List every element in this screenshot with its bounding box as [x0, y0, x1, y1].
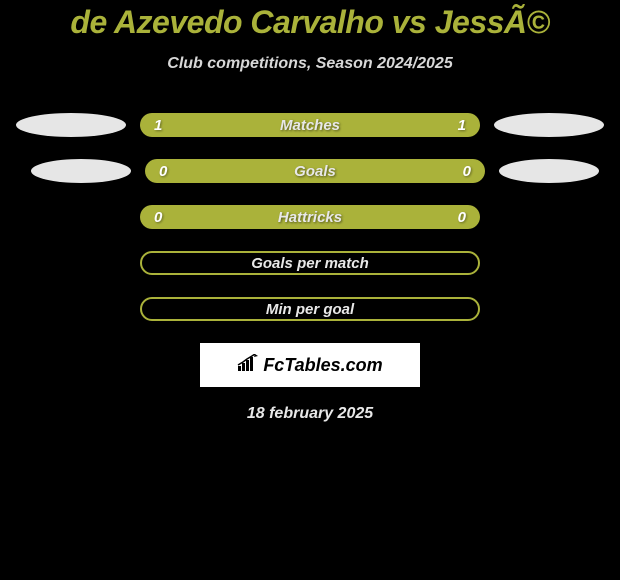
stat-row-goals-per-match: Goals per match — [0, 251, 620, 275]
stat-label: Min per goal — [266, 301, 354, 318]
stat-row-goals: 0 Goals 0 — [0, 159, 620, 183]
badge-spacer — [16, 205, 126, 229]
subtitle: Club competitions, Season 2024/2025 — [0, 55, 620, 73]
stat-right-value: 1 — [458, 117, 466, 134]
brand-text: FcTables.com — [263, 355, 382, 376]
stat-left-value: 0 — [154, 209, 162, 226]
stat-label: Goals per match — [251, 255, 369, 272]
badge-spacer — [494, 297, 604, 321]
right-badge — [499, 159, 599, 183]
stat-label: Hattricks — [278, 209, 342, 226]
stat-bar-hollow: Goals per match — [140, 251, 480, 275]
stat-label: Goals — [294, 163, 336, 180]
stat-left-value: 1 — [154, 117, 162, 134]
stat-bar-hollow: Min per goal — [140, 297, 480, 321]
stat-label: Matches — [280, 117, 340, 134]
badge-spacer — [494, 205, 604, 229]
badge-spacer — [16, 251, 126, 275]
stat-row-min-per-goal: Min per goal — [0, 297, 620, 321]
brand-box[interactable]: FcTables.com — [200, 343, 420, 387]
stat-bar: 0 Hattricks 0 — [140, 205, 480, 229]
left-badge — [31, 159, 131, 183]
page-title: de Azevedo Carvalho vs JessÃ© — [0, 4, 620, 41]
date-label: 18 february 2025 — [0, 405, 620, 423]
stat-bar: 0 Goals 0 — [145, 159, 485, 183]
stat-row-matches: 1 Matches 1 — [0, 113, 620, 137]
stat-left-value: 0 — [159, 163, 167, 180]
brand-label: FcTables.com — [237, 354, 382, 377]
stat-row-hattricks: 0 Hattricks 0 — [0, 205, 620, 229]
badge-spacer — [16, 297, 126, 321]
chart-icon — [237, 354, 259, 377]
comparison-widget: de Azevedo Carvalho vs JessÃ© Club compe… — [0, 0, 620, 423]
badge-spacer — [494, 251, 604, 275]
stat-bar: 1 Matches 1 — [140, 113, 480, 137]
stat-right-value: 0 — [458, 209, 466, 226]
stat-right-value: 0 — [463, 163, 471, 180]
left-badge — [16, 113, 126, 137]
right-badge — [494, 113, 604, 137]
